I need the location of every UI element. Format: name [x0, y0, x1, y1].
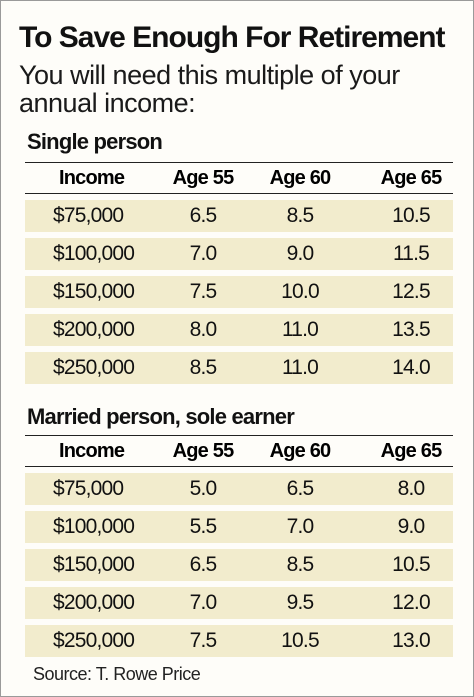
- table-row: $150,000 7.5 10.0 12.5: [25, 276, 453, 308]
- age-65-cell: 11.5: [392, 242, 430, 265]
- age-65-cell: 8.0: [397, 477, 426, 500]
- age-65-cell: 13.5: [392, 318, 430, 341]
- table-header: Income Age 55 Age 60 Age 65: [25, 162, 453, 194]
- table-row: $75,000 5.0 6.5 8.0: [25, 473, 453, 505]
- income-cell: $100,000: [53, 242, 135, 265]
- age-65-cell: 10.5: [392, 553, 430, 576]
- age-65-cell: 12.0: [392, 591, 430, 614]
- graphic-title: To Save Enough For Retirement: [19, 21, 445, 54]
- header-age-60: Age 60: [269, 166, 332, 189]
- age-65-cell: 14.0: [392, 356, 430, 379]
- age-65-cell: 12.5: [392, 280, 430, 303]
- age-60-cell: 10.0: [281, 280, 319, 303]
- income-cell: $200,000: [53, 591, 135, 614]
- table-row: $250,000 7.5 10.5 13.0: [25, 625, 453, 657]
- age-60-cell: 11.0: [281, 356, 319, 379]
- age-65-cell: 10.5: [392, 204, 430, 227]
- section-title-single: Single person: [27, 129, 163, 154]
- age-55-cell: 7.5: [189, 280, 218, 303]
- table-single: Income Age 55 Age 60 Age 65 $75,000 6.5 …: [25, 162, 453, 384]
- age-55-cell: 5.0: [189, 477, 218, 500]
- income-cell: $150,000: [53, 553, 135, 576]
- table-header: Income Age 55 Age 60 Age 65: [25, 435, 453, 467]
- table-row: $200,000 7.0 9.5 12.0: [25, 587, 453, 619]
- age-60-cell: 8.5: [286, 204, 315, 227]
- age-60-cell: 9.0: [286, 242, 315, 265]
- age-60-cell: 6.5: [286, 477, 315, 500]
- graphic-subtitle: You will need this multiple of your annu…: [19, 60, 400, 118]
- age-55-cell: 7.0: [189, 591, 218, 614]
- header-income: Income: [59, 166, 125, 189]
- age-55-cell: 8.5: [189, 356, 218, 379]
- table-row: $75,000 6.5 8.5 10.5: [25, 200, 453, 232]
- age-60-cell: 8.5: [286, 553, 315, 576]
- header-age-55: Age 55: [172, 439, 235, 462]
- table-married: Income Age 55 Age 60 Age 65 $75,000 5.0 …: [25, 435, 453, 657]
- income-cell: $250,000: [53, 356, 135, 379]
- header-age-65: Age 65: [380, 439, 443, 462]
- table-row: $100,000 5.5 7.0 9.0: [25, 511, 453, 543]
- section-title-married: Married person, sole earner: [27, 404, 295, 429]
- age-55-cell: 5.5: [189, 515, 218, 538]
- age-55-cell: 6.5: [189, 204, 218, 227]
- table-row: $200,000 8.0 11.0 13.5: [25, 314, 453, 346]
- header-age-60: Age 60: [269, 439, 332, 462]
- age-60-cell: 11.0: [281, 318, 319, 341]
- source-note: Source: T. Rowe Price: [33, 664, 201, 684]
- income-cell: $200,000: [53, 318, 135, 341]
- age-55-cell: 6.5: [189, 553, 218, 576]
- age-60-cell: 7.0: [286, 515, 315, 538]
- age-65-cell: 9.0: [397, 515, 426, 538]
- income-cell: $75,000: [53, 204, 124, 227]
- age-55-cell: 7.5: [189, 629, 218, 652]
- age-60-cell: 10.5: [281, 629, 319, 652]
- income-cell: $250,000: [53, 629, 135, 652]
- age-55-cell: 8.0: [189, 318, 218, 341]
- income-cell: $75,000: [53, 477, 124, 500]
- income-cell: $150,000: [53, 280, 135, 303]
- header-age-55: Age 55: [172, 166, 235, 189]
- age-60-cell: 9.5: [286, 591, 315, 614]
- age-55-cell: 7.0: [189, 242, 218, 265]
- table-row: $100,000 7.0 9.0 11.5: [25, 238, 453, 270]
- table-row: $150,000 6.5 8.5 10.5: [25, 549, 453, 581]
- header-age-65: Age 65: [380, 166, 443, 189]
- age-65-cell: 13.0: [392, 629, 430, 652]
- income-cell: $100,000: [53, 515, 135, 538]
- header-income: Income: [59, 439, 125, 462]
- table-row: $250,000 8.5 11.0 14.0: [25, 352, 453, 384]
